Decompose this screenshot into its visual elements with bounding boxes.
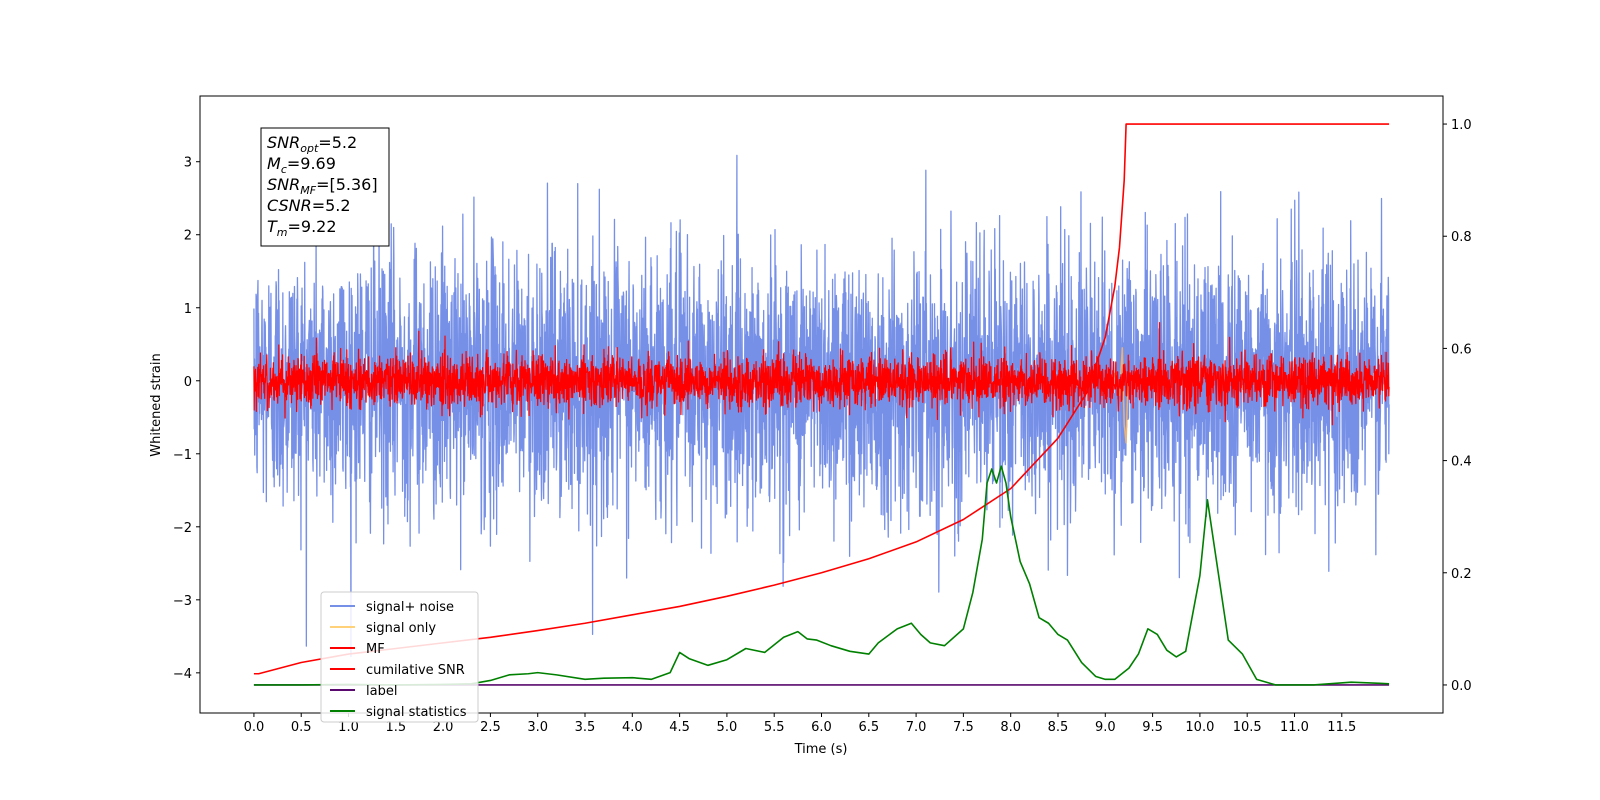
x-tick-label: 3.0 bbox=[527, 720, 548, 735]
y2-tick-label: 0.0 bbox=[1451, 679, 1472, 694]
y-axis-left: 3 2 1 0 −1 −2 −3 −4 bbox=[173, 156, 200, 682]
x-tick-label: 3.5 bbox=[575, 720, 596, 735]
info-line: Tm=9.22 bbox=[267, 217, 337, 239]
info-sub: MF bbox=[300, 184, 316, 197]
info-line: Mc=9.69 bbox=[267, 154, 336, 176]
info-value: =9.22 bbox=[288, 217, 337, 236]
info-line: SNRopt=5.2 bbox=[267, 133, 357, 155]
y-tick-label: 3 bbox=[184, 156, 192, 171]
x-tick-label: 4.5 bbox=[669, 720, 690, 735]
info-base: SNR bbox=[267, 133, 300, 152]
y-tick-label: −4 bbox=[173, 667, 192, 682]
x-tick-label: 11.0 bbox=[1280, 720, 1309, 735]
x-tick-label: 5.5 bbox=[764, 720, 785, 735]
y2-tick-label: 0.8 bbox=[1451, 230, 1472, 245]
series-mf bbox=[253, 321, 1390, 426]
series-signal-only bbox=[1109, 347, 1129, 444]
legend-frame bbox=[320, 591, 479, 723]
y2-tick-label: 0.2 bbox=[1451, 567, 1472, 582]
x-tick-label: 6.5 bbox=[858, 720, 879, 735]
x-tick-label: 1.0 bbox=[338, 720, 359, 735]
legend: signal+ noise signal only MF cumilative SNR… bbox=[320, 591, 479, 723]
legend-label: cumilative SNR bbox=[366, 663, 465, 678]
series-signal-statistics bbox=[253, 465, 1390, 686]
x-tick-label: 1.5 bbox=[385, 720, 406, 735]
x-tick-label: 10.0 bbox=[1185, 720, 1214, 735]
y-tick-label: −2 bbox=[173, 521, 192, 536]
legend-label: signal+ noise bbox=[366, 600, 454, 615]
info-sub: opt bbox=[300, 142, 319, 155]
legend-label: label bbox=[366, 684, 397, 699]
y-tick-label: −1 bbox=[173, 448, 192, 463]
x-tick-label: 6.0 bbox=[811, 720, 832, 735]
x-tick-label: 9.0 bbox=[1095, 720, 1116, 735]
x-tick-label: 8.0 bbox=[1000, 720, 1021, 735]
y-tick-label: 1 bbox=[184, 302, 192, 317]
info-base: SNR bbox=[267, 175, 300, 194]
x-tick-label: 11.5 bbox=[1327, 720, 1356, 735]
x-tick-label: 8.5 bbox=[1048, 720, 1069, 735]
y-tick-label: −3 bbox=[173, 594, 192, 609]
x-tick-label: 7.0 bbox=[906, 720, 927, 735]
info-line: CSNR=5.2 bbox=[267, 196, 351, 215]
y2-tick-label: 1.0 bbox=[1451, 118, 1472, 133]
y-tick-label: 0 bbox=[184, 375, 192, 390]
info-box-frame bbox=[260, 127, 390, 247]
x-tick-label: 0.0 bbox=[244, 720, 265, 735]
legend-label: MF bbox=[366, 642, 385, 657]
info-line: SNRMF=[5.36] bbox=[267, 175, 378, 197]
info-value: =[5.36] bbox=[316, 175, 378, 194]
x-tick-label: 2.5 bbox=[480, 720, 501, 735]
y-tick-label: 2 bbox=[184, 229, 192, 244]
x-tick-label: 0.5 bbox=[291, 720, 312, 735]
y2-tick-label: 0.6 bbox=[1451, 342, 1472, 357]
x-axis-label: Time (s) bbox=[794, 742, 848, 757]
x-tick-label: 5.0 bbox=[717, 720, 738, 735]
x-tick-label: 9.5 bbox=[1142, 720, 1163, 735]
x-tick-label: 4.0 bbox=[622, 720, 643, 735]
x-tick-label: 10.5 bbox=[1233, 720, 1262, 735]
legend-label: signal only bbox=[366, 621, 436, 636]
info-base: M bbox=[267, 154, 281, 173]
x-tick-label: 7.5 bbox=[953, 720, 974, 735]
info-sub: c bbox=[281, 163, 287, 176]
x-axis: 0.0 0.5 1.0 1.5 2.0 2.5 3.0 3.5 4.0 4.5 5.0 5.5 6.0 6… bbox=[244, 713, 1356, 735]
info-box: SNRopt=5.2Mc=9.69SNRMF=[5.36]CSNR=5.2Tm=… bbox=[260, 127, 390, 247]
info-base: T bbox=[267, 217, 278, 236]
y-axis-right: 1.0 0.8 0.6 0.4 0.2 0.0 bbox=[1443, 118, 1472, 694]
legend-label: signal statistics bbox=[366, 705, 467, 720]
x-tick-label: 2.0 bbox=[433, 720, 454, 735]
y2-tick-label: 0.4 bbox=[1451, 455, 1472, 470]
info-value: =9.69 bbox=[287, 154, 336, 173]
info-value: =5.2 bbox=[318, 133, 357, 152]
info-base: CSNR bbox=[267, 196, 312, 215]
y-axis-label: Whitened strain bbox=[149, 353, 164, 456]
info-value: =5.2 bbox=[312, 196, 351, 215]
info-sub: m bbox=[277, 226, 288, 239]
